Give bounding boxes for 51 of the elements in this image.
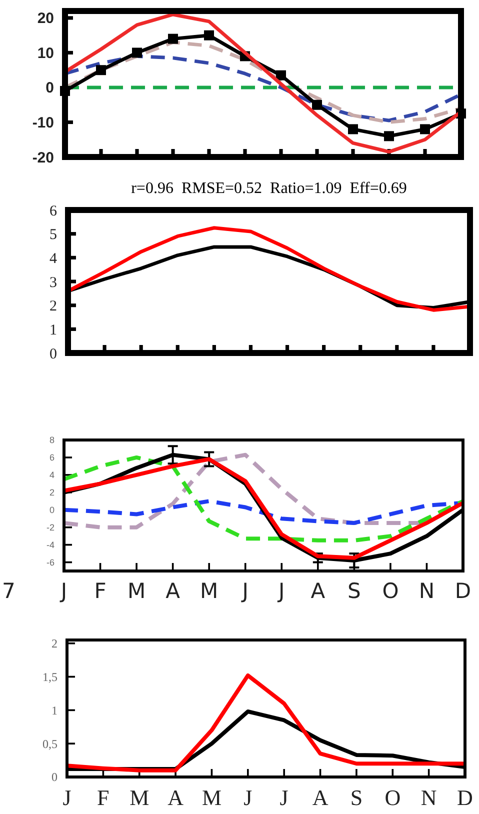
y-tick-label: 5: [50, 227, 57, 244]
x-tick-label: N: [420, 785, 437, 810]
y-tick-label: 4: [50, 250, 58, 267]
y-tick-label: 2: [50, 298, 57, 315]
x-tick-label: F: [97, 785, 110, 810]
y-tick-label: -6: [46, 557, 54, 568]
x-tick-label: J: [240, 579, 248, 603]
y-tick-label: 2: [52, 636, 58, 651]
y-tick-label: 2: [49, 488, 54, 498]
x-tick-label: J: [280, 785, 289, 810]
x-tick-label: A: [310, 579, 326, 603]
y-tick-label: 10: [37, 44, 54, 62]
x-tick-label: A: [168, 785, 184, 810]
y-tick-label: 1: [52, 703, 58, 718]
text: 7: [2, 579, 16, 603]
y-tick-label: 0: [49, 505, 54, 516]
x-tick-label: M: [130, 785, 150, 810]
y-tick-label: -4: [46, 540, 54, 550]
y-tick-label: 3: [50, 274, 57, 291]
x-tick-label: J: [58, 579, 68, 603]
y-tick-label: 0: [50, 346, 57, 362]
x-tick-label: A: [312, 785, 328, 810]
x-tick-label: J: [244, 785, 253, 810]
x-tick-label: J: [62, 785, 72, 810]
y-tick-label: -2: [46, 522, 54, 532]
x-tick-label: M: [127, 579, 146, 603]
chart-title: r=0.96 RMSE=0.52 Ratio=1.09 Eff=0.69: [131, 180, 407, 197]
x-tick-label: D: [457, 785, 473, 810]
y-tick-label: 1,5: [42, 670, 58, 684]
x-tick-label: O: [382, 579, 399, 603]
x-tick-label: D: [454, 579, 472, 603]
y-tick-label: 20: [37, 10, 54, 28]
y-tick-label: 6: [50, 203, 58, 220]
y-tick-label: 0: [46, 80, 54, 97]
y-tick-label: 6: [49, 452, 54, 463]
x-tick-label: N: [418, 579, 435, 603]
y-tick-label: 0: [52, 770, 58, 784]
x-tick-label: O: [384, 785, 401, 810]
y-tick-label: -10: [32, 114, 54, 132]
x-tick-label: J: [276, 579, 285, 603]
x-tick-label: F: [94, 579, 106, 603]
x-tick-label: A: [166, 579, 181, 603]
y-tick-label: 1: [50, 322, 57, 338]
y-tick-label: -20: [32, 149, 54, 166]
y-tick-label: 0,5: [42, 736, 58, 751]
y-tick-label: 8: [49, 435, 54, 446]
x-tick-label: S: [350, 785, 363, 810]
x-tick-label: M: [202, 785, 222, 810]
x-tick-label: M: [200, 579, 218, 603]
x-tick-label: S: [348, 579, 361, 603]
y-tick-label: 4: [49, 470, 54, 480]
